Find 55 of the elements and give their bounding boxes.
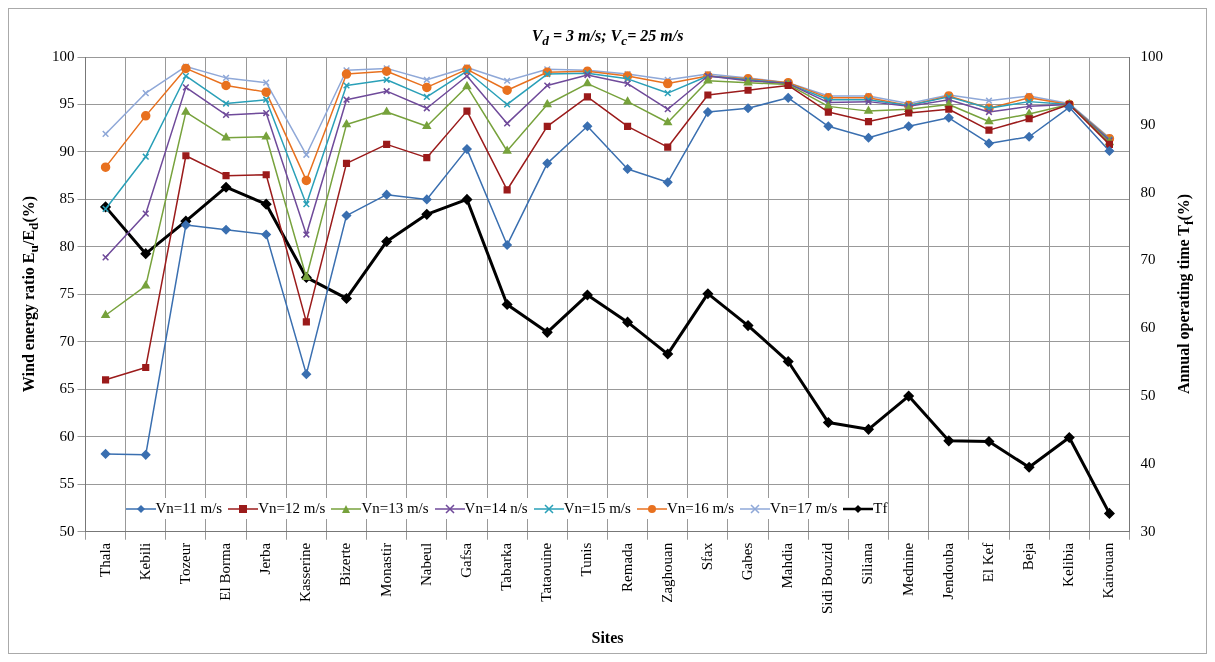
y-tick-label: 55 [59, 475, 75, 492]
y-tick-label: 100 [52, 47, 75, 64]
y2-tick-label: 70 [1140, 251, 1156, 268]
x-tick-label: Sfax [698, 542, 715, 571]
y-tick-label: 70 [59, 332, 75, 349]
y-tick-label: 90 [59, 142, 75, 159]
y-tick-label: 50 [59, 522, 75, 539]
legend-label: Vn=16 m/s [665, 499, 735, 517]
x-tick-label: Gabes [738, 542, 755, 581]
y2-tick-label: 100 [1140, 47, 1163, 64]
legend-label: Tf [872, 499, 888, 517]
x-tick-label: Mahdia [779, 542, 796, 589]
x-tick-label: Nabeul [417, 542, 434, 587]
y-tick-label: 95 [59, 95, 75, 112]
y2-tick-label: 80 [1140, 183, 1156, 200]
x-tick-label: Sidi Bouzid [819, 542, 836, 615]
x-tick-label: Zaghouan [658, 542, 675, 603]
legend-label: Vn=14 n/s [463, 499, 528, 517]
x-tick-label: Mednine [899, 542, 916, 597]
x-tick-label: Jendouba [939, 542, 956, 600]
x-tick-label: Kebili [136, 542, 153, 581]
x-axis-title: Sites [590, 629, 625, 647]
x-tick-label: Tataouine [538, 542, 555, 602]
legend-label: Vn=13 m/s [360, 499, 429, 517]
y-tick-label: 60 [59, 427, 75, 444]
legend-label: Vn=11 m/s [154, 499, 223, 517]
x-tick-label: El Kef [979, 542, 996, 583]
x-tick-label: Kairouan [1100, 542, 1117, 599]
y2-tick-label: 90 [1140, 115, 1156, 132]
y2-tick-label: 40 [1140, 454, 1156, 471]
x-tick-label: Bizerte [337, 542, 354, 587]
x-tick-label: Tozeur [176, 542, 193, 585]
x-tick-label: Beja [1020, 542, 1037, 571]
y-tick-label: 75 [59, 285, 75, 302]
x-tick-label: Thala [96, 542, 113, 577]
x-tick-label: Monastir [377, 542, 394, 597]
chart-title: V$_{d}$ = 3 m/s; V$_{c}$= 25 m/s [530, 27, 685, 50]
y-tick-label: 65 [59, 380, 75, 397]
y2-tick-label: 50 [1140, 387, 1156, 404]
y-tick-label: 80 [59, 237, 75, 254]
y2-tick-label: 30 [1140, 522, 1156, 539]
y2-tick-label: 60 [1140, 319, 1156, 336]
x-tick-label: Remada [618, 542, 635, 592]
x-tick-label: Kasserine [297, 542, 314, 602]
x-tick-label: Kelibia [1060, 542, 1077, 587]
legend-label: Vn=15 m/s [562, 499, 631, 517]
x-tick-label: Jerba [257, 542, 274, 575]
x-tick-label: Tabarka [498, 542, 515, 591]
x-tick-label: Tunis [578, 542, 595, 577]
y-tick-label: 85 [59, 190, 75, 207]
legend-label: Vn=12 m/s [257, 499, 326, 517]
x-tick-label: Siliana [859, 542, 876, 585]
legend-label: Vn=17 m/s [769, 499, 838, 517]
x-tick-label: Gafsa [457, 542, 474, 578]
x-tick-label: El Borma [216, 542, 233, 601]
